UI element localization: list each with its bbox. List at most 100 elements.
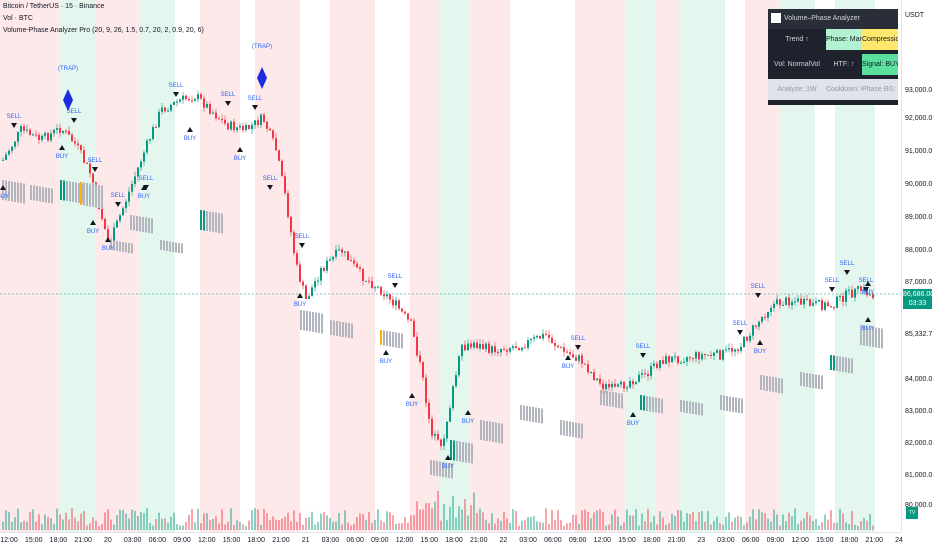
sell-label: SELL — [67, 109, 82, 115]
phase-band — [470, 0, 510, 532]
buy-arrow-icon — [383, 350, 389, 355]
phase-histogram-bar — [845, 357, 847, 373]
price-chart[interactable]: SELL BUY SELL BUY SELL BUY SELL BUY SELL BUY SELL B… — [0, 0, 901, 532]
volume-bar — [200, 523, 202, 530]
phase-histogram-bar — [643, 395, 645, 411]
phase-histogram-bar — [775, 377, 777, 393]
tradingview-logo-icon[interactable]: TV — [906, 507, 918, 519]
candle — [371, 281, 373, 288]
phase-histogram-bar — [701, 403, 703, 416]
buy-label: BUY — [442, 464, 454, 470]
candle — [254, 120, 256, 126]
phase-band — [200, 0, 240, 532]
phase-histogram-bar — [336, 321, 338, 336]
candle — [251, 125, 253, 130]
candle — [740, 346, 742, 351]
panel-cell-r1-c0: Vol: NormalVol — [768, 54, 826, 75]
buy-label: BUY — [184, 136, 196, 142]
candle — [809, 299, 811, 306]
volume-bar — [290, 521, 292, 530]
candle — [551, 337, 553, 344]
candle — [710, 354, 712, 356]
phase-band — [680, 0, 725, 532]
candle — [635, 381, 637, 385]
candle — [653, 363, 655, 366]
phase-histogram-bar — [465, 442, 467, 463]
volume-bar — [41, 524, 43, 530]
candle — [173, 101, 175, 105]
candle — [461, 344, 463, 357]
phase-histogram-bar — [122, 242, 124, 252]
candle — [644, 373, 646, 375]
phase-histogram-bar — [800, 372, 802, 386]
buy-arrow-icon — [237, 147, 243, 152]
candle — [839, 295, 841, 297]
phase-histogram-bar — [342, 322, 344, 337]
volume-bar — [209, 519, 211, 530]
buy-label: BUY — [102, 246, 114, 252]
currency-label[interactable]: USDT — [905, 12, 925, 19]
volume-bar — [701, 511, 703, 530]
buy-arrow-icon — [865, 281, 871, 286]
candle — [365, 280, 367, 282]
price-tick: 87,000.00 — [905, 279, 932, 286]
candle — [401, 308, 403, 312]
volume-bar — [569, 522, 571, 530]
candle — [782, 304, 784, 306]
buy-label: BUY — [87, 229, 99, 235]
volume-indicator-title[interactable]: Vol · BTC — [3, 15, 33, 22]
volume-bar — [872, 525, 874, 530]
volume-bar — [134, 511, 136, 530]
time-tick: 18:00 — [643, 537, 661, 544]
volume-bar — [152, 525, 154, 530]
sell-arrow-icon — [252, 105, 258, 110]
volume-bar — [11, 521, 13, 530]
volume-bar — [140, 511, 142, 530]
volume-bar — [452, 495, 454, 530]
candle — [542, 333, 544, 339]
candle — [713, 352, 715, 356]
volume-bar — [143, 513, 145, 530]
volume-bar — [479, 508, 481, 530]
phase-histogram-bar — [339, 321, 341, 337]
panel-cell-r2-c2: Phase BG: ON — [862, 79, 898, 100]
volume-bar — [566, 523, 568, 530]
volume-bar — [509, 522, 511, 530]
price-tick: 93,000.00 — [905, 87, 932, 94]
phase-histogram-bar — [809, 373, 811, 388]
volume-bar — [539, 522, 541, 530]
time-tick: 12:00 — [198, 537, 216, 544]
candle — [701, 354, 703, 360]
buy-label: BUY — [462, 419, 474, 425]
volume-bar — [407, 522, 409, 530]
price-axis[interactable] — [901, 0, 932, 532]
phase-histogram-bar — [330, 320, 332, 335]
candle — [14, 141, 16, 147]
sell-arrow-icon — [863, 287, 869, 292]
phase-histogram-bar — [163, 240, 165, 251]
sell-arrow-icon — [737, 330, 743, 335]
candle — [53, 129, 55, 134]
candle — [368, 280, 370, 282]
candle — [92, 173, 94, 183]
phase-histogram-bar — [321, 313, 323, 334]
volume-bar — [254, 508, 256, 530]
candle — [605, 383, 607, 390]
volume-bar — [224, 524, 226, 530]
volume-bar — [470, 505, 472, 530]
candle — [476, 342, 478, 349]
phase-histogram-bar — [658, 398, 660, 413]
time-tick: 09:00 — [766, 537, 785, 544]
candle — [665, 356, 667, 364]
volume-bar — [299, 512, 301, 530]
phase-histogram-bar — [649, 396, 651, 412]
time-axis[interactable] — [0, 532, 901, 551]
volume-bar — [359, 513, 361, 530]
indicator-title[interactable]: Volume-Phase Analyzer Pro (20, 9, 26, 1.… — [3, 27, 204, 34]
volume-bar — [584, 509, 586, 530]
time-tick: 06:00 — [544, 537, 562, 544]
volume-bar — [692, 512, 694, 530]
candle — [419, 355, 421, 362]
phase-histogram-bar — [318, 313, 320, 333]
sell-label: SELL — [248, 96, 263, 102]
